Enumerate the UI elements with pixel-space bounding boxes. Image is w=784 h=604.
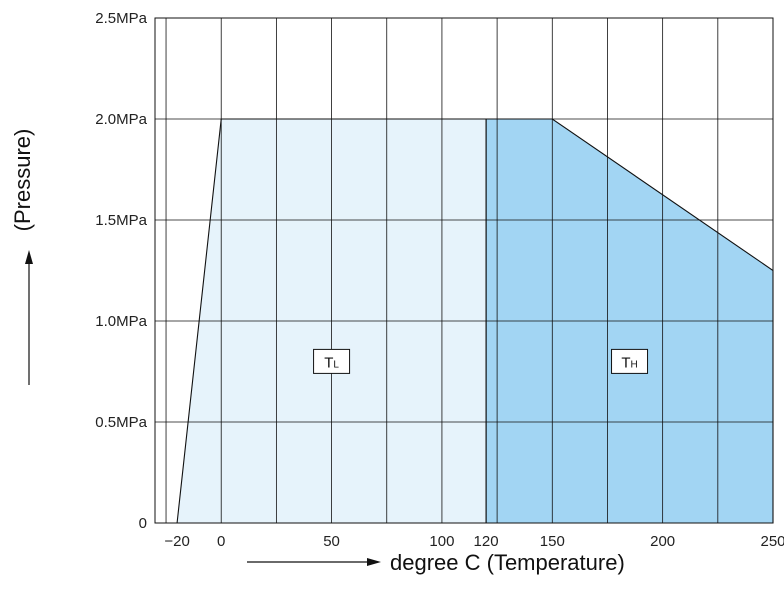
region-th-outline bbox=[485, 118, 774, 524]
x-tick-label: 120 bbox=[474, 533, 499, 550]
y-axis-arrow-head bbox=[25, 250, 33, 264]
region-tl-label: TL bbox=[324, 354, 339, 371]
x-tick-label: 250 bbox=[760, 533, 784, 550]
x-tick-label: 150 bbox=[540, 533, 565, 550]
y-tick-label: 1.0MPa bbox=[95, 313, 147, 330]
x-tick-label: 100 bbox=[429, 533, 454, 550]
y-tick-label: 2.5MPa bbox=[95, 10, 147, 27]
x-tick-label: 200 bbox=[650, 533, 675, 550]
region-tl-label-box bbox=[313, 348, 351, 374]
x-axis-arrow-head bbox=[367, 558, 381, 566]
x-tick-label: 50 bbox=[323, 533, 340, 550]
y-tick-label: 0 bbox=[139, 515, 147, 532]
x-tick-labels: −20 0 50 100 120 150 200 250 bbox=[164, 533, 784, 550]
boundary-layer bbox=[176, 118, 774, 524]
y-tick-label: 2.0MPa bbox=[95, 111, 147, 128]
x-axis-title: degree C (Temperature) bbox=[390, 550, 625, 575]
x-tick-label: 0 bbox=[217, 533, 225, 550]
y-tick-label: 0.5MPa bbox=[95, 414, 147, 431]
y-axis-title: (Pressure) bbox=[10, 129, 35, 232]
region-th-label-box bbox=[611, 348, 649, 374]
y-tick-labels: 0 0.5MPa 1.0MPa 1.5MPa 2.0MPa 2.5MPa bbox=[95, 10, 147, 532]
y-tick-label: 1.5MPa bbox=[95, 212, 147, 229]
region-labels: TL TH bbox=[313, 348, 649, 374]
x-tick-label: −20 bbox=[164, 533, 189, 550]
region-th-label: TH bbox=[621, 354, 637, 371]
